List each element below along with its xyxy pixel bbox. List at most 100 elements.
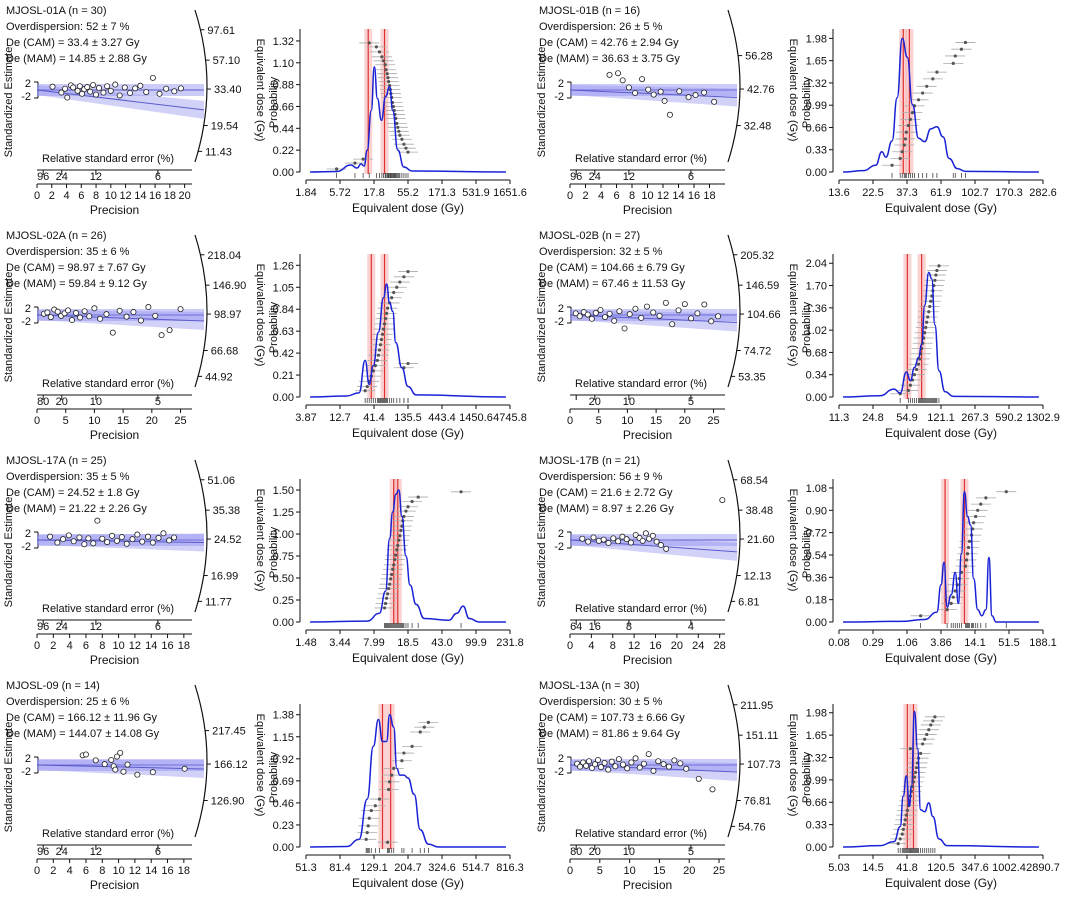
rse-tick-label: 20: [56, 396, 68, 408]
data-point: [660, 761, 667, 768]
data-point: [81, 541, 88, 548]
dose-tick-label: 126.90: [211, 796, 245, 808]
precision-tick-label: 16: [649, 640, 661, 652]
dose-tick-label: 146.90: [213, 280, 247, 292]
kde-curve: [310, 489, 506, 623]
dose-axis-label: Equivalent dose (Gy): [254, 489, 266, 592]
dose-tick-label: 42.76: [747, 84, 775, 96]
y-tick-label: 2: [558, 753, 564, 765]
precision-tick-label: 16: [161, 640, 173, 652]
rse-tick-label: 24: [589, 171, 601, 183]
dose-point: [912, 775, 917, 779]
radial-plot-MJOSL-17A: MJOSL-17A (n = 25) Overdispersion: 35 ± 5…: [3, 455, 266, 667]
dose-point: [365, 384, 369, 389]
precision-tick-label: 0: [34, 865, 40, 877]
dose-point: [898, 156, 902, 161]
overdispersion-text: Overdispersion: 35 ± 6 %: [6, 246, 130, 258]
precision-tick-label: 0: [567, 865, 573, 877]
precision-tick-label: 25: [713, 865, 725, 877]
y-axis-label: Probability: [801, 751, 813, 803]
precision-tick-label: 2: [49, 190, 55, 202]
dose-tick-label: 19.54: [211, 121, 239, 133]
data-point: [47, 314, 54, 321]
y-tick-label: -2: [554, 766, 564, 778]
dose-point: [902, 823, 906, 827]
dose-arc: [727, 684, 741, 838]
dose-point: [392, 766, 396, 770]
x-axis-label: Equivalent dose (Gy): [885, 426, 997, 440]
dose-point: [931, 719, 935, 723]
dose-point: [974, 514, 978, 519]
data-point: [134, 531, 141, 538]
precision-tick-label: 6: [78, 190, 84, 202]
rse-tick-label: 24: [56, 171, 68, 183]
x-tick-label: 41.4: [363, 412, 384, 424]
dose-point: [386, 592, 390, 596]
radial-title: MJOSL-02A (n = 26): [6, 230, 107, 242]
dose-point: [953, 589, 957, 593]
kde-curve: [843, 37, 1039, 173]
y-tick-label: 1.26: [273, 260, 294, 272]
data-point: [149, 769, 156, 776]
y-tick-label: 0.42: [273, 348, 294, 360]
x-tick-label: 531.9: [462, 187, 490, 199]
data-point: [129, 536, 136, 543]
data-point: [606, 71, 613, 78]
x-tick-label: 81.4: [329, 862, 350, 874]
dose-point: [898, 837, 902, 841]
data-point: [116, 307, 123, 314]
precision-tick-label: 12: [657, 190, 669, 202]
rse-tick-label: 10: [623, 846, 635, 858]
dose-tick-label: 16.99: [211, 571, 239, 583]
data-point: [177, 85, 184, 92]
data-point: [642, 530, 649, 537]
data-point: [90, 540, 97, 547]
data-point: [54, 308, 61, 315]
radial-title: MJOSL-01A (n = 30): [6, 5, 107, 17]
radial-title: MJOSL-17A (n = 25): [6, 455, 107, 467]
dose-point: [377, 348, 382, 352]
rse-tick-label: 4: [688, 621, 694, 633]
y-axis-label: Standardized Estimate: [536, 47, 548, 158]
data-point: [598, 764, 605, 771]
y-tick-label: -2: [554, 91, 564, 103]
data-point: [64, 94, 71, 101]
y-tick-label: 0.66: [273, 101, 294, 113]
data-point: [602, 314, 609, 321]
dose-point: [935, 70, 939, 74]
y-tick-label: 0.00: [806, 842, 827, 854]
dose-point: [905, 808, 909, 812]
data-point: [610, 535, 617, 542]
data-point: [685, 94, 692, 101]
x-tick-label: 5.72: [329, 187, 350, 199]
radial-plot-MJOSL-01A: MJOSL-01A (n = 30) Overdispersion: 52 ± 7…: [3, 5, 266, 217]
dose-tick-label: 38.48: [746, 505, 774, 517]
dose-point: [379, 337, 384, 342]
x-axis-label: Equivalent dose (Gy): [352, 426, 464, 440]
dose-point: [392, 563, 396, 567]
precision-tick-label: 25: [174, 415, 186, 427]
rse-tick-label: 10: [90, 396, 102, 408]
y-tick-label: 0.66: [806, 797, 827, 809]
precision-tick-label: 2: [50, 865, 56, 877]
data-point: [127, 89, 134, 96]
y-tick-label: 0.99: [806, 100, 827, 112]
overdispersion-text: Overdispersion: 35 ± 5 %: [6, 471, 130, 483]
data-point: [130, 309, 137, 316]
dose-point: [972, 521, 976, 525]
dose-point: [391, 567, 395, 571]
dose-tick-label: 98.97: [214, 309, 242, 321]
data-point: [123, 313, 130, 320]
dose-point: [386, 306, 390, 310]
data-point: [695, 775, 702, 782]
radial-plot-MJOSL-02B: MJOSL-02B (n = 27) Overdispersion: 32 ± 5…: [536, 230, 799, 442]
data-point: [657, 88, 664, 95]
x-tick-label: 14.5: [862, 862, 883, 874]
y-tick-label: 1.32: [806, 752, 827, 764]
dose-tick-label: 24.52: [214, 534, 242, 546]
y-axis-label: Standardized Estimate: [536, 272, 548, 383]
precision-tick-label: 0: [567, 415, 573, 427]
dose-tick-label: 217.45: [212, 726, 246, 738]
dose-point: [923, 737, 927, 741]
de-cam-text: De (CAM) = 21.6 ± 2.72 Gy: [539, 487, 673, 499]
